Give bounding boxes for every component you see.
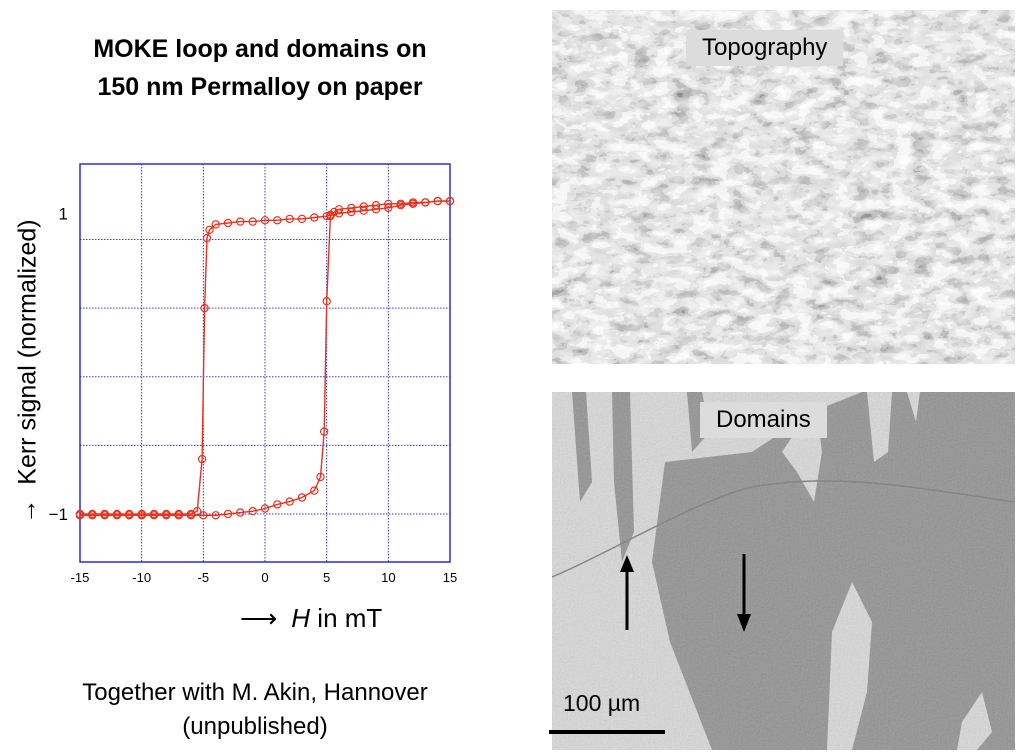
data-point <box>211 511 220 520</box>
data-point <box>396 199 405 209</box>
y-tick-label: 1 <box>59 204 68 223</box>
data-point <box>112 511 122 520</box>
data-point <box>260 216 270 225</box>
data-point <box>421 198 430 207</box>
series-line-1 <box>80 200 450 515</box>
data-point <box>329 207 339 217</box>
data-point <box>149 511 159 520</box>
data-point <box>310 486 319 495</box>
credit-line-2: (unpublished) <box>182 713 328 740</box>
chart-title-line-2: 150 nm Permalloy on paper <box>97 73 423 101</box>
data-point <box>211 220 220 229</box>
plot-frame <box>79 163 451 563</box>
credit-text: Together with M. Akin, Hannover (unpubli… <box>20 676 490 744</box>
data-point <box>248 507 257 516</box>
chart-tick-labels: -15 -10 -5 0 5 10 15 1 −1 <box>49 204 458 585</box>
data-point <box>320 427 329 436</box>
data-point <box>200 303 209 313</box>
data-point <box>186 511 196 520</box>
data-point <box>347 203 356 213</box>
data-point <box>223 509 233 519</box>
x-tick-label: -15 <box>71 570 90 585</box>
data-point <box>223 218 233 228</box>
data-point <box>433 196 442 206</box>
y-axis-text: Kerr signal (normalized) <box>13 219 42 485</box>
x-tick-label: 5 <box>323 570 330 585</box>
credit-line-1: Together with M. Akin, Hannover <box>82 679 428 706</box>
domains-label: Domains <box>700 402 827 438</box>
topography-image: Topography <box>552 10 1015 364</box>
x-axis-arrow: ⟶ <box>240 603 278 633</box>
data-point <box>359 202 368 211</box>
data-point <box>408 198 418 207</box>
data-point <box>199 511 208 520</box>
topography-label: Topography <box>686 30 844 66</box>
data-point <box>137 511 146 520</box>
domains-image: Domains <box>552 392 1015 750</box>
data-point <box>205 225 214 235</box>
data-point <box>88 511 97 520</box>
data-point <box>384 199 393 209</box>
scale-bar-label: 100 µm <box>563 690 641 716</box>
x-tick-label: -5 <box>198 570 210 585</box>
chart-series <box>75 196 455 520</box>
x-tick-label: 0 <box>261 570 268 585</box>
x-axis-unit: in mT <box>310 603 383 633</box>
data-point <box>174 511 183 520</box>
data-point <box>236 508 245 517</box>
data-point <box>285 497 294 506</box>
y-axis-arrow: → <box>13 498 42 524</box>
y-axis-label: → Kerr signal (normalized) <box>14 167 43 577</box>
x-tick-label: 15 <box>443 570 457 585</box>
data-point <box>322 296 331 306</box>
data-point <box>202 233 212 243</box>
data-point <box>273 216 282 225</box>
data-point <box>100 511 109 520</box>
x-tick-label: -10 <box>132 570 151 585</box>
x-tick-label: 10 <box>381 570 395 585</box>
x-axis-variable: H <box>291 603 311 633</box>
data-point <box>310 213 319 222</box>
data-point <box>285 214 294 224</box>
moke-loop-chart: -15 -10 -5 0 5 10 15 1 −1 <box>49 163 458 585</box>
domains-texture <box>552 392 1015 750</box>
x-axis-label: ⟶ H in mT <box>240 603 382 634</box>
topography-texture <box>552 10 1015 364</box>
y-axis-label-wrap: → Kerr signal (normalized) <box>8 172 48 582</box>
data-point <box>75 511 85 520</box>
data-point <box>297 214 307 224</box>
chart-title: MOKE loop and domains on 150 nm Permallo… <box>30 30 490 106</box>
data-point <box>236 217 245 226</box>
data-point <box>273 500 282 509</box>
data-point <box>334 205 344 214</box>
data-point <box>125 511 134 520</box>
data-point <box>297 493 307 502</box>
scale-bar <box>549 730 665 734</box>
chart-title-line-1: MOKE loop and domains on <box>93 35 427 63</box>
data-point <box>371 201 381 210</box>
data-point <box>260 504 270 513</box>
data-point <box>445 196 455 206</box>
y-tick-label: −1 <box>49 505 68 524</box>
data-point <box>162 511 171 520</box>
data-point <box>197 454 207 464</box>
data-point <box>248 217 257 226</box>
data-point <box>316 472 325 482</box>
